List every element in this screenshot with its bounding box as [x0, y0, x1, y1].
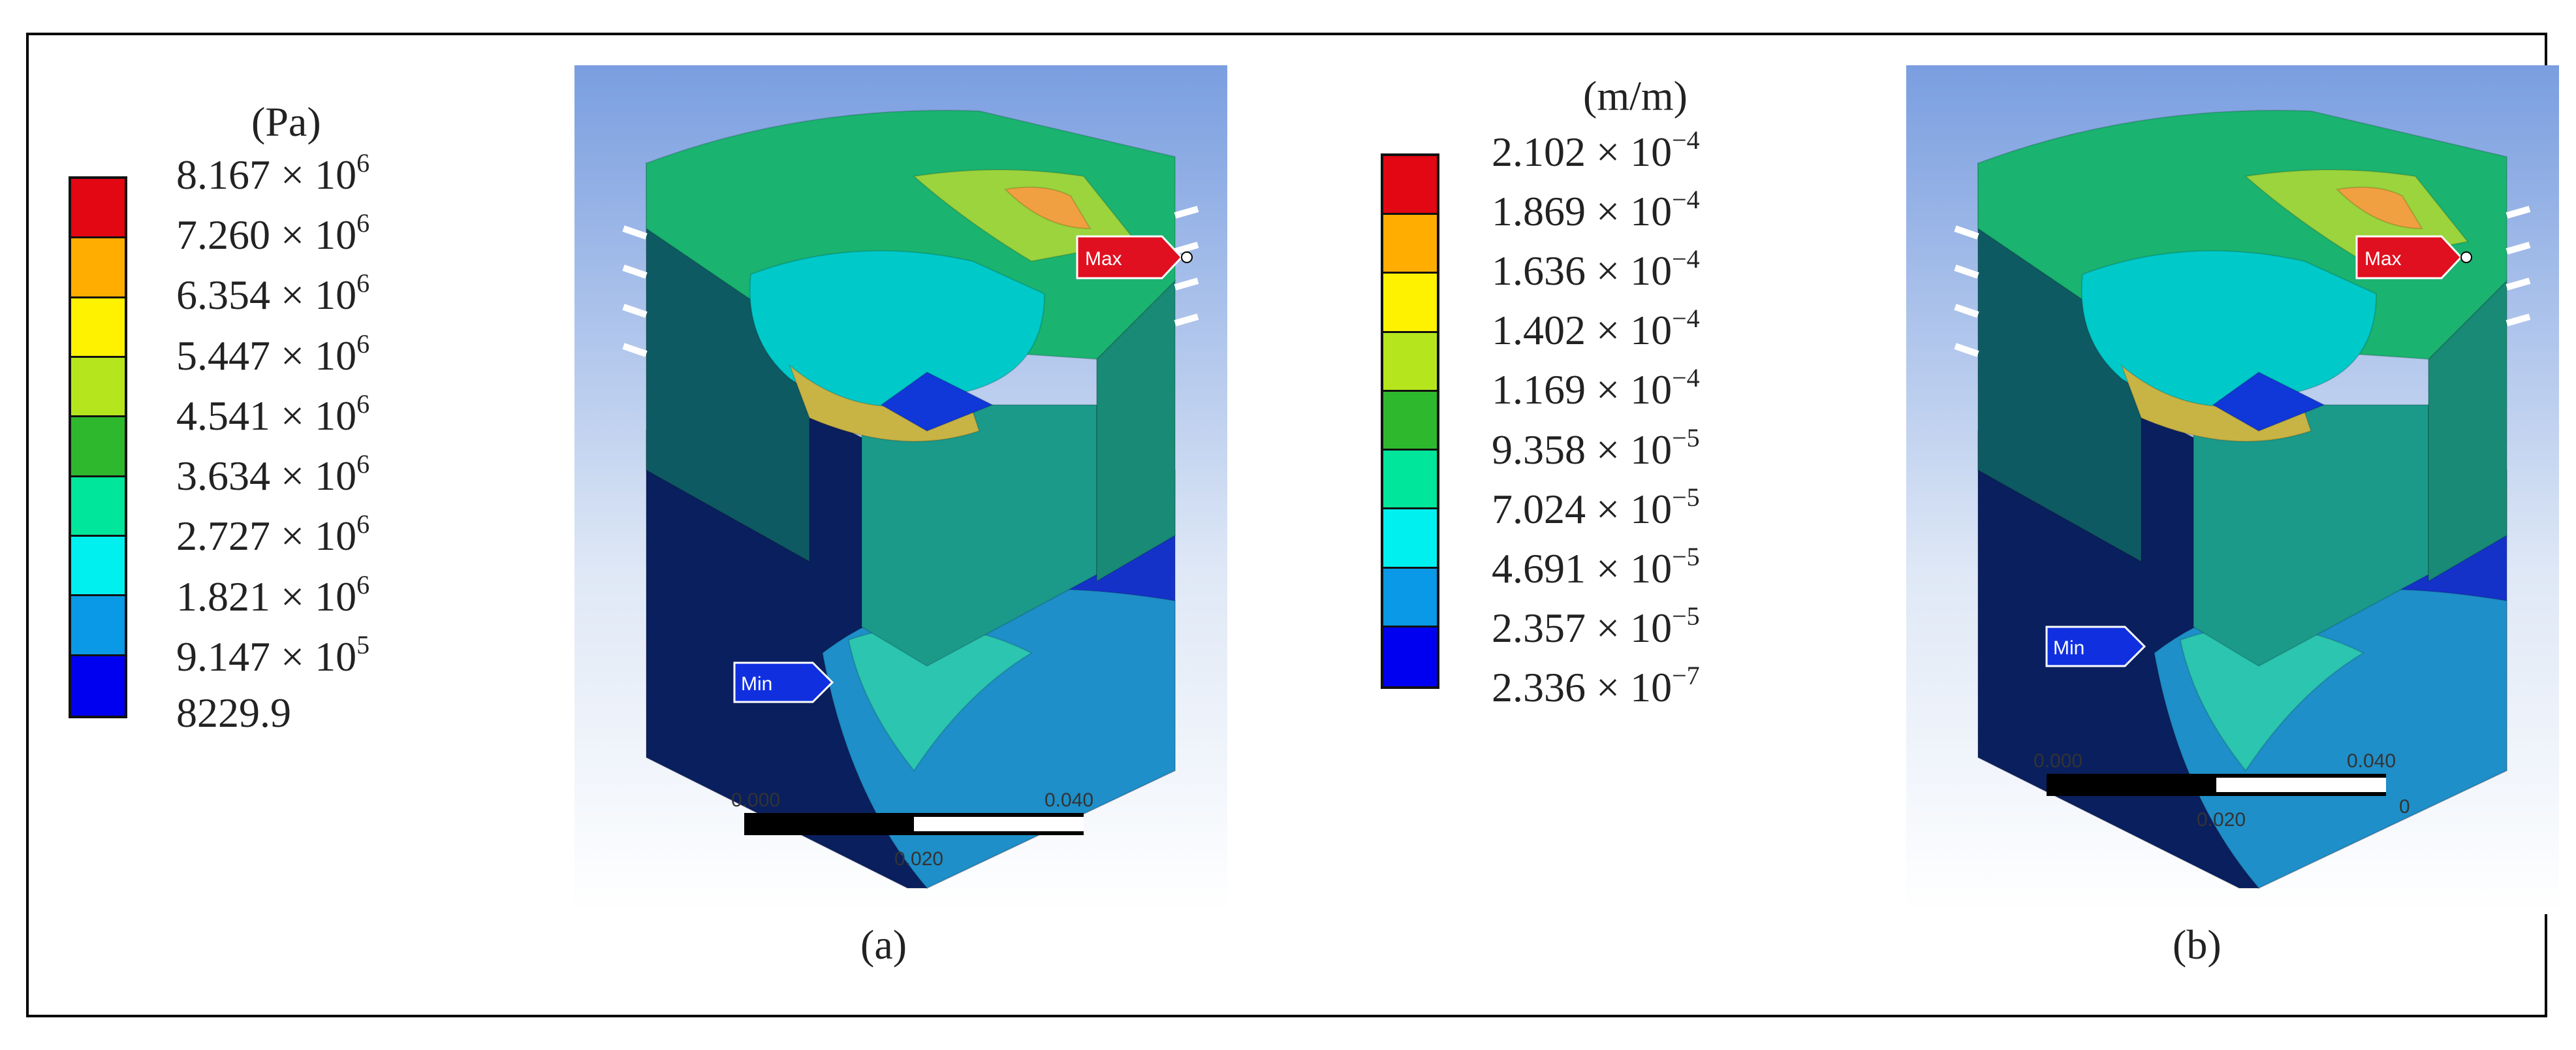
ring-groove-right — [2505, 242, 2531, 255]
legend-swatch — [1383, 509, 1437, 569]
legend-colorbar — [69, 176, 127, 718]
inner-cavity — [880, 371, 994, 432]
legend-colorbar — [1381, 153, 1439, 689]
ring-groove-right — [1174, 206, 1199, 219]
legend-label: 7.024 × 10−5 — [1492, 482, 1700, 532]
fea-model-stress: Max Min 0.000 0.040 0.020 — [574, 65, 1227, 914]
pin-bore — [749, 250, 1046, 409]
scale-bar: 0.000 0.040 0.020 — [731, 789, 1093, 870]
legend-label: 4.541 × 106 — [176, 389, 370, 439]
crown-peak-zone — [2335, 186, 2423, 230]
ring-groove-left — [622, 304, 648, 318]
legend-swatch — [71, 656, 125, 716]
legend-label: 6.354 × 106 — [176, 268, 370, 319]
scale-bar-tick: 0 — [2399, 796, 2410, 818]
legend-swatch — [1383, 156, 1437, 215]
legend-swatch — [71, 179, 125, 239]
caption-a: (a) — [860, 921, 907, 968]
ring-groove-left — [622, 264, 648, 279]
pin-bore — [2081, 250, 2378, 409]
legend-label: 1.636 × 10−4 — [1492, 244, 1700, 294]
legend-swatch — [1383, 215, 1437, 274]
legend-label: 9.358 × 10−5 — [1492, 422, 1700, 473]
legend-swatch — [1383, 627, 1437, 686]
ring-groove-right — [2505, 206, 2531, 219]
ring-groove-left — [1954, 225, 1979, 240]
max-tag-label: Max — [2364, 248, 2402, 270]
caption-b: (b) — [2173, 921, 2222, 968]
ring-groove-right — [1174, 242, 1199, 255]
min-tag: Min — [2045, 626, 2146, 667]
ring-groove-right — [2505, 278, 2531, 291]
center-block — [861, 404, 1097, 667]
legend-swatch — [1383, 332, 1437, 392]
fea-model-strain: Max Min 0.000 0.040 0.020 0 — [1906, 65, 2559, 914]
legend-unit: (Pa) — [251, 99, 321, 145]
scale-bar-tick: 0.020 — [2197, 809, 2246, 831]
legend-label: 1.402 × 10−4 — [1492, 304, 1700, 354]
ring-groove-right — [1174, 313, 1199, 326]
scale-bar-tick: 0.000 — [2034, 750, 2082, 772]
legend-swatch — [71, 417, 125, 477]
legend-label: 5.447 × 106 — [176, 328, 370, 379]
ring-groove-left — [1954, 304, 1979, 318]
max-tag: Max — [1076, 235, 1193, 279]
legend-unit: (m/m) — [1583, 72, 1688, 119]
center-block — [2193, 404, 2429, 667]
legend-swatch — [71, 238, 125, 298]
ring-groove-right — [1174, 278, 1199, 291]
ring-groove-left — [622, 343, 648, 357]
legend-label: 1.169 × 10−4 — [1492, 363, 1700, 413]
legend-swatch — [71, 358, 125, 418]
ring-groove-left — [1954, 343, 1979, 357]
legend-label: 9.147 × 105 — [176, 629, 370, 680]
scale-bar-tick: 0.000 — [731, 789, 780, 811]
max-tag: Max — [2355, 235, 2472, 279]
min-tag-label: Min — [741, 673, 772, 695]
legend-swatch — [1383, 451, 1437, 510]
legend-label: 1.869 × 10−4 — [1492, 185, 1700, 235]
ring-groove-left — [1954, 264, 1979, 279]
legend-swatch — [71, 477, 125, 537]
legend-swatch — [1383, 568, 1437, 628]
inner-cavity — [2212, 371, 2326, 432]
legend-label: 2.357 × 10−5 — [1492, 601, 1700, 651]
legend-label: 3.634 × 106 — [176, 449, 370, 500]
legend-swatch — [1383, 274, 1437, 333]
legend-swatch — [71, 298, 125, 358]
legend-swatch — [71, 537, 125, 597]
legend-swatch — [1383, 391, 1437, 451]
min-tag: Min — [733, 661, 834, 703]
max-tag-label: Max — [1085, 248, 1122, 270]
min-tag-label: Min — [2053, 637, 2084, 659]
legend-label: 2.336 × 10−7 — [1492, 661, 1700, 710]
legend-swatch — [71, 596, 125, 656]
legend-label: 1.821 × 106 — [176, 569, 370, 620]
legend-label: 7.260 × 106 — [176, 208, 370, 259]
legend-label: 8.167 × 106 — [176, 148, 370, 198]
legend-label: 4.691 × 10−5 — [1492, 541, 1700, 592]
scale-bar-tick: 0.040 — [2347, 750, 2396, 772]
scale-bar-tick: 0.020 — [894, 848, 943, 870]
scale-bar-tick: 0.040 — [1045, 789, 1093, 811]
ring-groove-right — [2505, 313, 2531, 326]
ring-groove-left — [622, 225, 648, 240]
legend-stress: (Pa) 8.167 × 106 7.260 × 106 6.354 × 106 5.… — [62, 98, 454, 734]
scale-bar: 0.000 0.040 0.020 0 — [2034, 750, 2410, 831]
legend-label: 2.727 × 106 — [176, 509, 370, 560]
legend-strain: (m/m) 2.102 × 10−4 1.869 × 10−4 1.636 × 10… — [1374, 72, 1831, 708]
legend-label: 8229.9 — [176, 690, 291, 736]
legend-label: 2.102 × 10−4 — [1492, 125, 1700, 175]
crown-peak-zone — [1003, 186, 1092, 230]
